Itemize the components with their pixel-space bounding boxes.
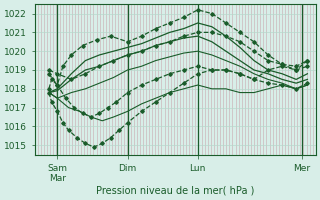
X-axis label: Pression niveau de la mer( hPa ): Pression niveau de la mer( hPa ) xyxy=(96,186,254,196)
